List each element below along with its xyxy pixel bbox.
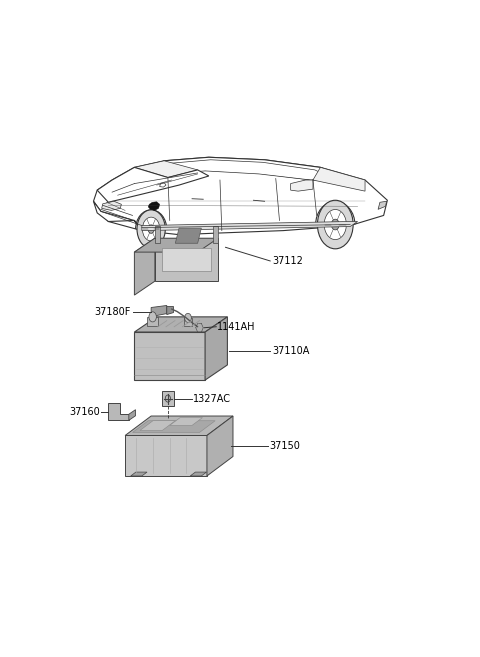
Polygon shape bbox=[134, 332, 205, 380]
Circle shape bbox=[148, 225, 154, 233]
Circle shape bbox=[324, 210, 347, 240]
Polygon shape bbox=[125, 436, 207, 476]
Polygon shape bbox=[142, 221, 358, 231]
Polygon shape bbox=[97, 168, 209, 202]
Polygon shape bbox=[129, 410, 135, 420]
Circle shape bbox=[331, 219, 339, 230]
Circle shape bbox=[185, 313, 192, 323]
Text: 37160: 37160 bbox=[69, 407, 100, 417]
Polygon shape bbox=[155, 225, 160, 243]
Polygon shape bbox=[205, 317, 228, 380]
Polygon shape bbox=[213, 225, 218, 243]
Text: 37180F: 37180F bbox=[94, 307, 131, 317]
Polygon shape bbox=[147, 317, 158, 326]
Text: 1141AH: 1141AH bbox=[217, 322, 256, 332]
Circle shape bbox=[137, 210, 165, 248]
Polygon shape bbox=[134, 238, 218, 252]
Circle shape bbox=[197, 325, 202, 330]
Polygon shape bbox=[102, 201, 121, 210]
Polygon shape bbox=[94, 201, 142, 231]
Polygon shape bbox=[148, 202, 160, 210]
Circle shape bbox=[317, 200, 353, 249]
Polygon shape bbox=[151, 306, 167, 317]
Circle shape bbox=[195, 321, 204, 334]
Polygon shape bbox=[290, 180, 313, 191]
Polygon shape bbox=[94, 157, 387, 235]
Text: 37110A: 37110A bbox=[272, 346, 310, 356]
Polygon shape bbox=[155, 238, 218, 281]
Polygon shape bbox=[190, 472, 206, 476]
Circle shape bbox=[149, 312, 156, 322]
Polygon shape bbox=[207, 416, 233, 476]
Polygon shape bbox=[170, 418, 203, 425]
Polygon shape bbox=[132, 420, 215, 432]
Polygon shape bbox=[134, 161, 198, 177]
Text: 37112: 37112 bbox=[272, 256, 303, 266]
Polygon shape bbox=[125, 416, 233, 436]
Polygon shape bbox=[183, 318, 192, 326]
Text: 1327AC: 1327AC bbox=[193, 394, 231, 403]
Polygon shape bbox=[162, 392, 174, 405]
Polygon shape bbox=[175, 228, 202, 243]
Polygon shape bbox=[313, 168, 365, 191]
Polygon shape bbox=[167, 306, 173, 315]
Polygon shape bbox=[131, 472, 147, 476]
Text: 37150: 37150 bbox=[269, 441, 300, 451]
Polygon shape bbox=[140, 420, 175, 430]
Polygon shape bbox=[108, 403, 129, 420]
Circle shape bbox=[143, 217, 160, 241]
Polygon shape bbox=[378, 201, 386, 210]
Polygon shape bbox=[134, 317, 228, 332]
Polygon shape bbox=[145, 160, 332, 180]
Polygon shape bbox=[134, 157, 343, 180]
Polygon shape bbox=[160, 183, 166, 187]
Polygon shape bbox=[162, 248, 211, 271]
Polygon shape bbox=[134, 238, 155, 295]
